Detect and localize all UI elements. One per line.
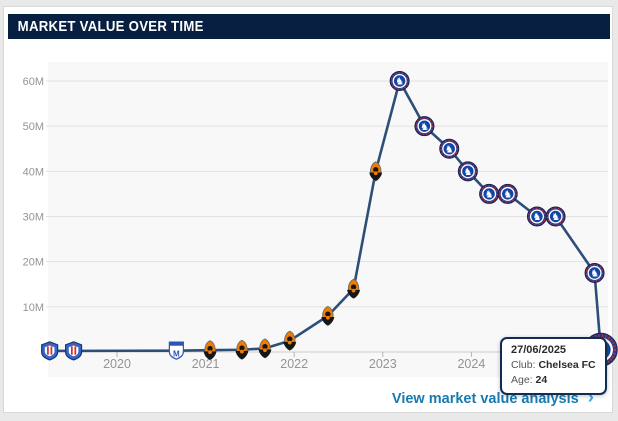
y-axis-tick-label: 60M — [23, 76, 44, 88]
svg-text:♞: ♞ — [532, 212, 541, 223]
svg-text:♞: ♞ — [551, 212, 560, 223]
x-axis-tick-label: 2024 — [457, 357, 485, 371]
x-axis-tick-label: 2020 — [103, 357, 131, 371]
tooltip-club-value: Chelsea FC — [538, 359, 596, 372]
data-point-badge-chelsea[interactable]: ♞ — [389, 70, 410, 91]
x-axis-tick-label: 2022 — [280, 357, 308, 371]
svg-text:M: M — [173, 350, 180, 359]
tooltip-date: 27/06/2025 — [511, 344, 567, 356]
analysis-link-label: View market value analysis — [391, 391, 579, 407]
data-point-badge-desna[interactable]: M — [168, 341, 184, 360]
y-axis-tick-label: 40M — [23, 166, 44, 178]
data-point-badge-chelsea[interactable]: ♞ — [457, 161, 478, 182]
svg-text:♞: ♞ — [420, 122, 429, 133]
y-axis-tick-label: 50M — [23, 121, 44, 133]
data-point-badge-shakhtar[interactable] — [283, 330, 297, 351]
data-point-badge-chelsea[interactable]: ♞ — [526, 206, 547, 227]
data-point-badge-shakhtar[interactable] — [369, 161, 383, 182]
x-axis-tick-label: 2023 — [369, 357, 397, 371]
y-axis-tick-label: 30M — [23, 211, 44, 223]
y-axis-tick-label: 20M — [23, 257, 44, 269]
plot-area — [48, 62, 608, 377]
tooltip-age-row: Age: 24 — [511, 374, 548, 387]
data-point-badge-shakhtar[interactable] — [321, 305, 335, 326]
svg-text:♞: ♞ — [485, 190, 494, 201]
data-point-badge-chelsea[interactable]: ♞ — [439, 138, 460, 159]
data-point-badge-shakhtar[interactable] — [203, 340, 217, 361]
svg-text:♞: ♞ — [463, 167, 472, 178]
page-title: MARKET VALUE OVER TIME — [17, 18, 204, 35]
data-point-badge-shakhtar[interactable] — [347, 278, 361, 299]
data-point-badge-chelsea[interactable]: ♞ — [497, 183, 518, 204]
data-point-badge-club[interactable] — [64, 341, 83, 361]
svg-text:♞: ♞ — [445, 144, 454, 155]
tooltip: 27/06/2025 Club: Chelsea FC Age: 24 — [500, 337, 607, 395]
svg-text:♞: ♞ — [395, 77, 404, 88]
data-point-badge-club[interactable] — [41, 341, 59, 361]
svg-text:♞: ♞ — [590, 269, 599, 280]
data-point-badge-chelsea[interactable]: ♞ — [584, 262, 605, 283]
data-point-badge-chelsea[interactable]: ♞ — [545, 206, 566, 227]
data-point-badge-chelsea[interactable]: ♞ — [479, 183, 500, 204]
data-point-badge-shakhtar[interactable] — [235, 339, 249, 360]
x-axis-tick-label: 2021 — [192, 357, 220, 371]
data-point-badge-chelsea[interactable]: ♞ — [414, 116, 435, 137]
tooltip-club-row: Club: Chelsea FC — [511, 359, 596, 372]
market-value-analysis-link[interactable]: View market value analysis › — [391, 387, 594, 408]
chevron-right-icon: › — [587, 387, 594, 408]
y-axis-tick-label: 10M — [23, 302, 44, 314]
card-header: MARKET VALUE OVER TIME — [8, 14, 610, 39]
svg-text:♞: ♞ — [503, 190, 512, 201]
tooltip-age-value: 24 — [535, 374, 548, 387]
data-point-badge-shakhtar[interactable] — [258, 338, 272, 359]
